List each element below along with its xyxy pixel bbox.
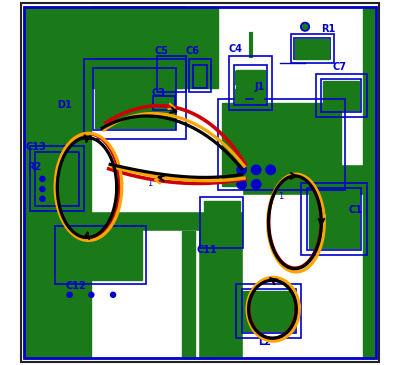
Circle shape bbox=[89, 292, 94, 297]
Bar bbox=[193, 65, 207, 88]
Bar bbox=[302, 182, 367, 255]
Circle shape bbox=[40, 196, 45, 201]
Circle shape bbox=[302, 24, 308, 29]
Bar bbox=[290, 34, 334, 63]
Bar bbox=[182, 231, 194, 358]
Circle shape bbox=[67, 292, 72, 297]
Bar bbox=[235, 71, 244, 84]
Text: C5: C5 bbox=[155, 46, 169, 56]
Text: C4: C4 bbox=[229, 44, 243, 54]
Text: 1: 1 bbox=[148, 179, 153, 188]
Text: C1: C1 bbox=[348, 205, 362, 215]
Text: R2: R2 bbox=[27, 162, 41, 172]
Bar bbox=[35, 152, 79, 206]
Bar bbox=[229, 56, 272, 110]
Circle shape bbox=[237, 165, 246, 174]
Polygon shape bbox=[91, 7, 186, 88]
Circle shape bbox=[40, 176, 45, 181]
Bar bbox=[244, 7, 376, 164]
Text: J1: J1 bbox=[254, 82, 264, 92]
Text: C6: C6 bbox=[186, 46, 200, 56]
Bar bbox=[37, 154, 77, 204]
Text: 1: 1 bbox=[278, 192, 283, 201]
Bar bbox=[24, 7, 91, 358]
Circle shape bbox=[301, 22, 309, 31]
Bar bbox=[90, 5, 242, 211]
Bar bbox=[242, 289, 296, 333]
Bar bbox=[234, 65, 267, 105]
Bar bbox=[55, 226, 146, 284]
Bar bbox=[236, 284, 302, 338]
Bar bbox=[235, 89, 244, 102]
Bar bbox=[295, 39, 329, 59]
Bar bbox=[84, 59, 186, 139]
Text: D1: D1 bbox=[57, 100, 72, 110]
Text: C11: C11 bbox=[196, 245, 217, 255]
Bar bbox=[189, 59, 211, 92]
Text: C13: C13 bbox=[26, 142, 46, 152]
Circle shape bbox=[40, 187, 45, 192]
Bar bbox=[244, 291, 294, 331]
Bar bbox=[236, 70, 265, 103]
Bar bbox=[160, 59, 182, 88]
Text: C7: C7 bbox=[332, 62, 346, 72]
Circle shape bbox=[110, 292, 116, 297]
Bar bbox=[309, 190, 359, 248]
Bar bbox=[307, 188, 361, 250]
Bar bbox=[30, 146, 84, 211]
Bar bbox=[95, 70, 175, 128]
Bar bbox=[254, 89, 263, 102]
Bar bbox=[316, 74, 367, 117]
Bar bbox=[200, 197, 244, 248]
Text: C12: C12 bbox=[66, 281, 87, 291]
Bar bbox=[294, 38, 330, 59]
Bar bbox=[91, 7, 218, 88]
Bar bbox=[244, 195, 376, 358]
Text: C3: C3 bbox=[151, 88, 165, 97]
Circle shape bbox=[266, 165, 275, 174]
Circle shape bbox=[237, 180, 246, 189]
Bar bbox=[202, 231, 213, 358]
Bar bbox=[363, 7, 376, 358]
Bar bbox=[222, 103, 341, 186]
Bar bbox=[90, 231, 198, 358]
Bar bbox=[254, 71, 263, 84]
Circle shape bbox=[252, 165, 261, 174]
Bar bbox=[321, 79, 361, 112]
Bar bbox=[323, 81, 359, 110]
Bar bbox=[93, 68, 176, 130]
Text: L2: L2 bbox=[258, 337, 271, 347]
Bar bbox=[218, 99, 345, 190]
Bar bbox=[59, 230, 142, 280]
Text: R1: R1 bbox=[321, 24, 336, 34]
Bar bbox=[153, 96, 175, 110]
Bar bbox=[204, 201, 240, 244]
Bar bbox=[156, 56, 186, 92]
Circle shape bbox=[252, 180, 261, 189]
Bar bbox=[194, 68, 206, 87]
